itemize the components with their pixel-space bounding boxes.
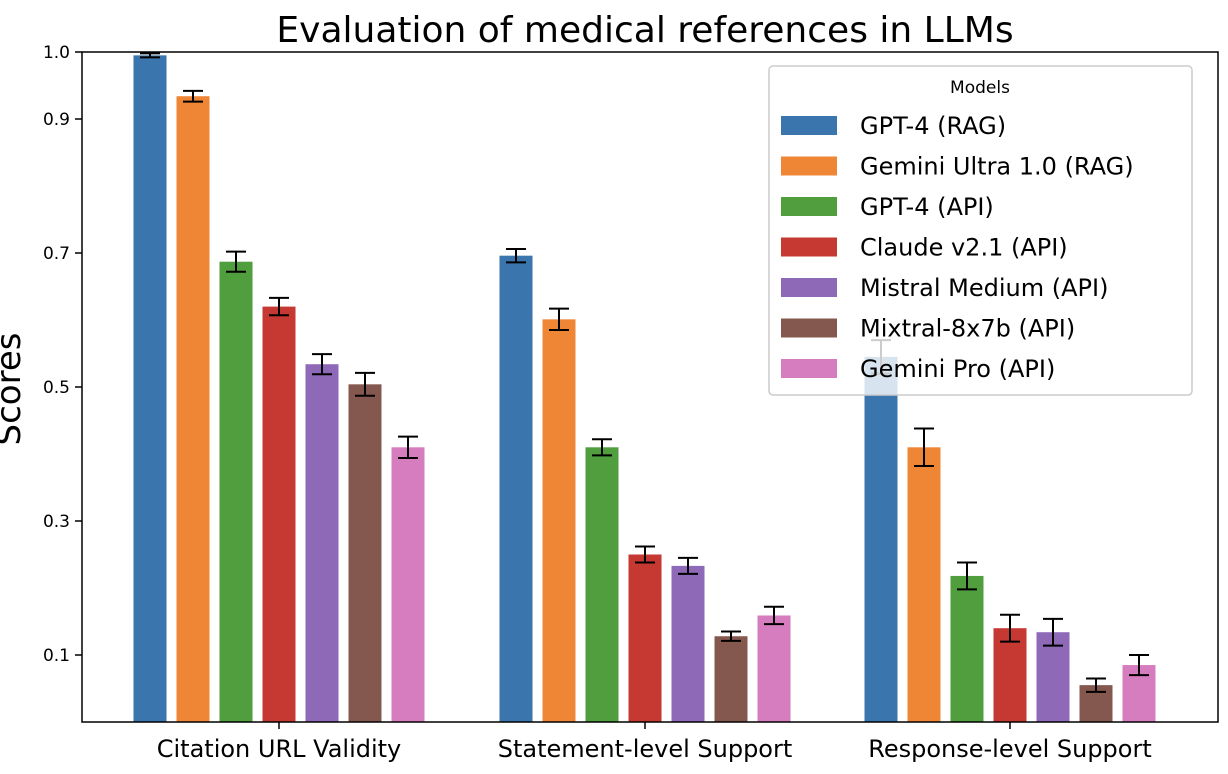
bar-0-0 — [133, 55, 167, 723]
legend-label-5: Mixtral-8x7b (API) — [860, 315, 1075, 343]
error-bars-group — [140, 52, 1149, 693]
legend-label-4: Mistral Medium (API) — [860, 274, 1108, 302]
legend-label-1: Gemini Ultra 1.0 (RAG) — [860, 153, 1134, 181]
legend-swatch-4 — [781, 278, 837, 297]
bar-0-1 — [176, 96, 210, 723]
y-tick-label-4: 0.9 — [43, 110, 70, 130]
legend-label-0: GPT-4 (RAG) — [860, 112, 1006, 140]
bars-group — [133, 55, 1156, 723]
bar-0-4 — [305, 364, 339, 722]
bar-0-5 — [348, 384, 382, 722]
legend-label-2: GPT-4 (API) — [860, 193, 994, 221]
legend-label-6: Gemini Pro (API) — [860, 355, 1055, 383]
x-tick-label-2: Response-level Support — [868, 735, 1152, 763]
bar-1-5 — [714, 636, 748, 722]
legend-swatch-5 — [781, 318, 837, 338]
bar-1-3 — [628, 554, 662, 722]
y-tick-label-5: 1.0 — [43, 43, 70, 63]
bar-1-0 — [499, 255, 533, 722]
y-tick-label-2: 0.5 — [43, 378, 70, 398]
chart-title: Evaluation of medical references in LLMs — [276, 10, 1013, 51]
legend-label-3: Claude v2.1 (API) — [860, 234, 1068, 262]
bar-2-4 — [1036, 632, 1070, 722]
bar-0-3 — [262, 306, 296, 722]
legend-box — [768, 65, 1193, 396]
y-tick-label-0: 0.1 — [43, 646, 70, 666]
legend-swatch-1 — [781, 156, 837, 176]
bar-2-1 — [907, 447, 941, 722]
legend-title: Models — [950, 78, 1010, 98]
y-tick-label-3: 0.7 — [43, 244, 70, 264]
y-axis-label: Scores — [0, 333, 29, 446]
bar-0-2 — [219, 261, 253, 722]
legend-swatch-6 — [781, 359, 837, 378]
legend-swatch-0 — [781, 116, 837, 135]
bar-2-3 — [993, 628, 1027, 722]
legend-swatch-2 — [781, 197, 837, 216]
bar-2-0 — [864, 356, 898, 722]
x-tick-label-1: Statement-level Support — [498, 735, 793, 763]
legend-swatch-3 — [781, 237, 837, 257]
bar-2-2 — [950, 575, 984, 722]
x-tick-label-0: Citation URL Validity — [157, 735, 402, 763]
axes-group: 0.1 0.3 0.5 0.7 0.9 1.0 Citation URL Validity S… — [43, 43, 1219, 763]
bar-1-6 — [757, 615, 791, 722]
bar-1-4 — [671, 565, 705, 722]
legend: Models GPT-4 (RAG) Gemini Ultra 1.0 (RAG) G… — [768, 65, 1193, 396]
bar-1-1 — [542, 319, 576, 722]
y-tick-label-1: 0.3 — [43, 512, 70, 532]
bar-1-2 — [585, 447, 619, 722]
bar-0-6 — [391, 447, 425, 722]
